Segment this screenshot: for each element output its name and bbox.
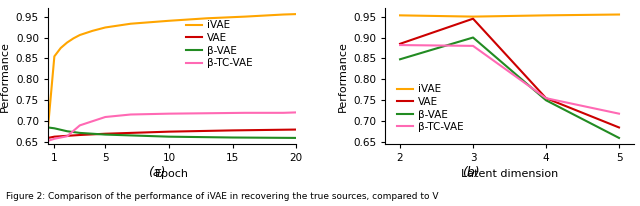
iVAE xyxy=(615,13,623,16)
β-TC-VAE xyxy=(469,45,477,47)
VAE xyxy=(165,130,173,133)
VAE xyxy=(51,135,58,138)
β-TC-VAE xyxy=(44,140,52,142)
β-VAE xyxy=(469,36,477,39)
iVAE xyxy=(101,26,109,29)
β-TC-VAE xyxy=(127,113,134,116)
iVAE xyxy=(204,17,211,20)
β-TC-VAE xyxy=(542,97,550,99)
VAE xyxy=(469,18,477,20)
Line: β-VAE: β-VAE xyxy=(48,128,296,138)
β-TC-VAE xyxy=(292,111,300,114)
iVAE xyxy=(70,37,77,40)
VAE xyxy=(292,128,300,131)
Line: β-TC-VAE: β-TC-VAE xyxy=(400,45,619,114)
iVAE xyxy=(469,15,477,18)
β-VAE xyxy=(63,130,71,132)
β-TC-VAE xyxy=(165,112,173,115)
β-VAE xyxy=(101,133,109,136)
β-VAE xyxy=(396,58,404,61)
VAE xyxy=(228,129,236,132)
VAE xyxy=(542,97,550,99)
β-TC-VAE xyxy=(615,112,623,115)
Line: β-VAE: β-VAE xyxy=(400,37,619,138)
iVAE xyxy=(89,30,97,32)
β-VAE xyxy=(165,135,173,138)
VAE xyxy=(615,126,623,129)
β-TC-VAE xyxy=(241,112,249,114)
β-TC-VAE xyxy=(101,116,109,118)
β-TC-VAE xyxy=(204,112,211,115)
iVAE xyxy=(51,55,58,58)
Legend: iVAE, VAE, β-VAE, β-TC-VAE: iVAE, VAE, β-VAE, β-TC-VAE xyxy=(393,80,468,136)
β-TC-VAE xyxy=(280,112,287,114)
Line: VAE: VAE xyxy=(400,19,619,128)
X-axis label: Latent dimension: Latent dimension xyxy=(461,169,558,179)
VAE xyxy=(44,137,52,139)
VAE xyxy=(63,135,71,137)
Line: iVAE: iVAE xyxy=(400,14,619,17)
iVAE xyxy=(292,13,300,15)
X-axis label: Epoch: Epoch xyxy=(155,169,189,179)
VAE xyxy=(396,43,404,45)
β-VAE xyxy=(542,99,550,102)
iVAE xyxy=(396,14,404,17)
iVAE xyxy=(542,14,550,17)
Text: (b): (b) xyxy=(461,166,479,179)
Y-axis label: Performance: Performance xyxy=(0,41,10,112)
Legend: iVAE, VAE, β-VAE, β-TC-VAE: iVAE, VAE, β-VAE, β-TC-VAE xyxy=(182,16,257,72)
β-VAE xyxy=(228,136,236,139)
β-TC-VAE xyxy=(89,120,97,122)
β-TC-VAE xyxy=(76,124,84,127)
VAE xyxy=(101,132,109,135)
Line: iVAE: iVAE xyxy=(48,14,296,128)
β-VAE xyxy=(44,126,52,129)
β-VAE xyxy=(292,137,300,139)
iVAE xyxy=(57,47,65,49)
VAE xyxy=(76,134,84,136)
β-TC-VAE xyxy=(63,135,71,137)
Y-axis label: Performance: Performance xyxy=(338,41,348,112)
iVAE xyxy=(241,15,249,18)
iVAE xyxy=(165,20,173,22)
Line: β-TC-VAE: β-TC-VAE xyxy=(48,112,296,141)
β-TC-VAE xyxy=(51,138,58,140)
β-TC-VAE xyxy=(396,44,404,46)
iVAE xyxy=(44,126,52,129)
Text: Figure 2: Comparison of the performance of iVAE in recovering the true sources, : Figure 2: Comparison of the performance … xyxy=(6,192,439,201)
β-VAE xyxy=(76,132,84,134)
β-VAE xyxy=(51,127,58,130)
Text: (a): (a) xyxy=(148,166,166,179)
β-VAE xyxy=(615,137,623,139)
Line: VAE: VAE xyxy=(48,130,296,138)
iVAE xyxy=(76,34,84,36)
iVAE xyxy=(63,41,71,44)
iVAE xyxy=(127,22,134,25)
iVAE xyxy=(280,13,287,16)
